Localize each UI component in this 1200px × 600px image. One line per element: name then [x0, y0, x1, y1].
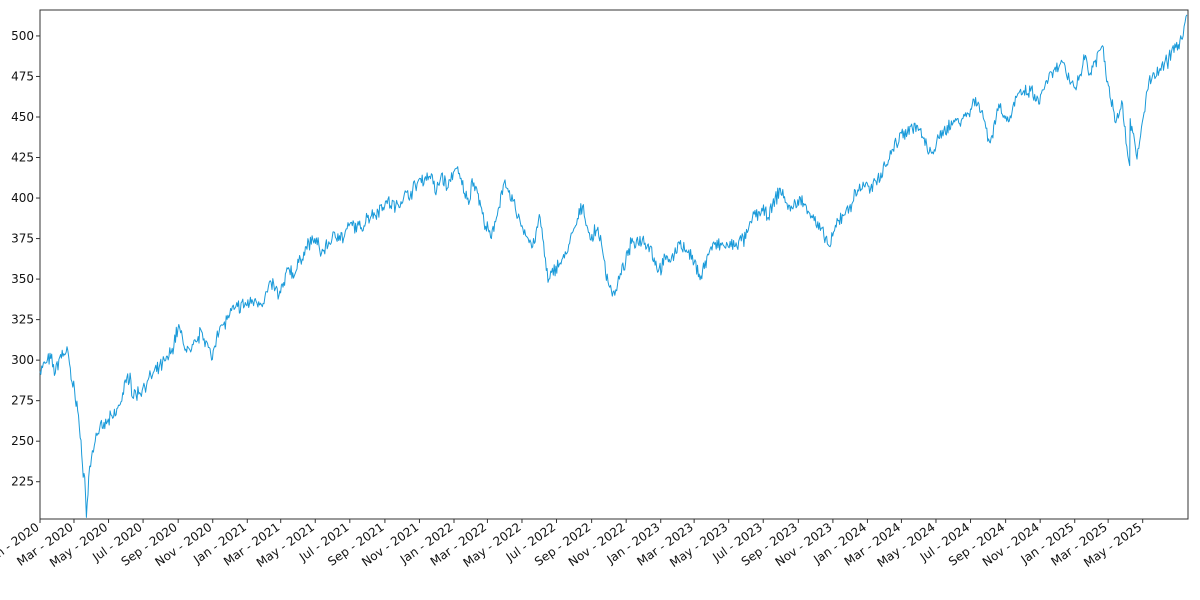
y-tick-label: 425: [11, 151, 34, 165]
y-tick-label: 350: [11, 272, 34, 286]
y-tick-label: 300: [11, 353, 34, 367]
y-tick-label: 275: [11, 394, 34, 408]
y-tick-label: 450: [11, 110, 34, 124]
y-tick-label: 475: [11, 69, 34, 83]
series-group: [39, 14, 1188, 518]
y-tick-label: 325: [11, 313, 34, 327]
y-tick-label: 250: [11, 434, 34, 448]
y-tick-label: 500: [11, 29, 34, 43]
y-tick-label: 375: [11, 232, 34, 246]
y-axis: 225 250 275 300 325 350 375 400 425 450 475 500: [11, 29, 40, 489]
y-tick-label: 400: [11, 191, 34, 205]
series-line-0: [39, 14, 1188, 518]
plot-area: [39, 9, 1189, 520]
y-tick-label: 225: [11, 475, 34, 489]
